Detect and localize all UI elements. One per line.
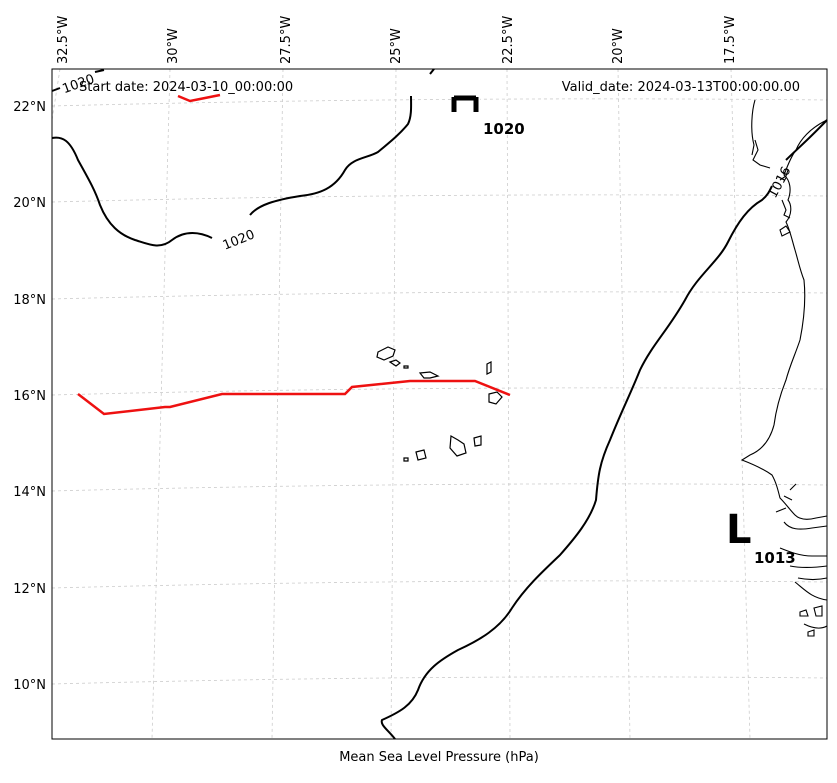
map-background [52, 69, 827, 739]
isobar-1020-corner-b [94, 69, 105, 73]
isobar-1016 [380, 185, 773, 740]
lon-tick-label: 17.5°W [723, 16, 738, 64]
x-axis-title: Mean Sea Level Pressure (hPa) [339, 750, 539, 765]
island-brava [403, 457, 409, 462]
lat-tick-label: 10°N [13, 678, 46, 693]
lon-tick-label: 32.5°W [56, 16, 71, 64]
isobar-1020-west [51, 136, 213, 247]
island-santiago [449, 435, 467, 457]
isobar-1020-top [429, 68, 435, 75]
lat-tick-label: 12°N [13, 582, 46, 597]
island-sao-vicente [388, 359, 401, 367]
island-sao-nicolau [418, 371, 440, 379]
pressure-center-low: L 1013 [726, 507, 796, 567]
island-sal [486, 361, 492, 375]
valid-date-label: Valid_date: 2024-03-13T00:00:00.00 [562, 80, 800, 95]
lat-tick-label: 14°N [13, 485, 46, 500]
track-main [77, 379, 511, 416]
island-fogo [415, 449, 427, 461]
african-coast [740, 99, 828, 637]
isobar-contours [51, 68, 828, 740]
island-maio [473, 435, 482, 447]
lat-tick-label: 20°N [13, 196, 46, 211]
low-center-letter: L [726, 507, 752, 553]
lon-tick-label: 27.5°W [279, 16, 294, 64]
high-center-value: 1020 [483, 120, 525, 138]
isobar-1016-north [785, 119, 828, 161]
map-frame [51, 68, 828, 740]
lat-tick-label: 18°N [13, 293, 46, 308]
lon-tick-label: 22.5°W [501, 16, 516, 64]
high-letter-glyph [451, 95, 479, 112]
graticule [51, 68, 828, 740]
lon-tick-label: 20°W [611, 28, 626, 64]
coastlines [376, 346, 503, 462]
low-center-value: 1013 [754, 549, 796, 567]
track-north [177, 93, 221, 103]
lon-tick-label: 25°W [389, 28, 404, 64]
lat-tick-label: 16°N [13, 389, 46, 404]
start-date-label: Start date: 2024-03-10_00:00:00 [79, 80, 293, 95]
pressure-center-high: 1020 [451, 95, 525, 138]
storm-track [77, 93, 511, 416]
island-santo-antao [376, 346, 396, 361]
island-santa-luzia [403, 365, 409, 369]
lon-tick-label: 30°W [166, 28, 181, 64]
island-boa-vista [488, 391, 503, 405]
isobar-1020-corner [51, 87, 61, 92]
lat-tick-label: 22°N [13, 100, 46, 115]
isobar-1020-mid [249, 95, 413, 216]
